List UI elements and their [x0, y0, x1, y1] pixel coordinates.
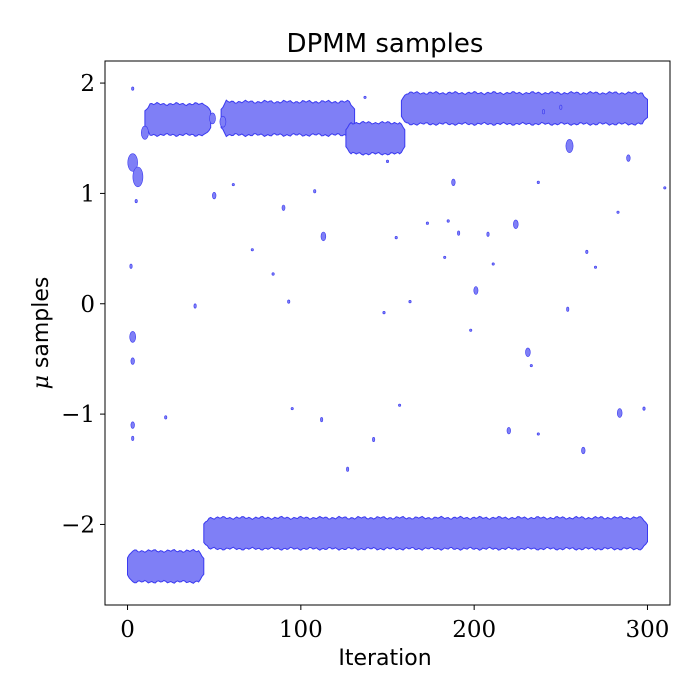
- sample-point: [559, 104, 563, 110]
- sample-point: [363, 95, 367, 99]
- sample-point: [408, 300, 412, 304]
- sample-point: [506, 427, 511, 435]
- sample-point: [129, 263, 133, 269]
- sample-point: [565, 139, 574, 153]
- sample-point: [663, 186, 667, 190]
- y-tick-label: 0: [80, 292, 95, 318]
- sample-point: [382, 311, 386, 315]
- sample-point: [385, 159, 389, 163]
- band-2: [144, 101, 212, 137]
- sample-point: [513, 219, 519, 230]
- y-axis-label: μ samples: [29, 277, 54, 390]
- sample-point: [486, 231, 490, 237]
- sample-point: [132, 166, 144, 188]
- x-tick-label: 300: [626, 617, 670, 643]
- sample-point: [451, 178, 456, 186]
- y-axis-label-symbol: μ: [29, 375, 54, 389]
- sample-point: [134, 199, 138, 204]
- sample-point: [642, 406, 646, 411]
- sample-point: [443, 255, 447, 259]
- sample-point: [469, 328, 473, 332]
- band-0: [127, 548, 205, 584]
- sample-point: [131, 86, 135, 91]
- x-ticks: 0 100 200 300: [120, 605, 669, 643]
- sample-point: [398, 403, 402, 407]
- sample-point: [287, 299, 291, 304]
- sample-point: [320, 231, 327, 242]
- y-tick-label: 1: [80, 181, 95, 207]
- y-axis-label-text: samples: [29, 277, 54, 375]
- y-tick-label: −1: [61, 402, 95, 428]
- sample-point: [219, 115, 227, 128]
- x-tick-label: 0: [120, 617, 135, 643]
- sample-point: [131, 435, 135, 441]
- sample-point: [140, 125, 149, 140]
- sample-point: [346, 466, 350, 472]
- band-4: [345, 120, 406, 156]
- sample-point: [626, 154, 631, 162]
- y-tick-label: −2: [61, 512, 95, 538]
- sample-point: [566, 306, 570, 312]
- sample-point: [193, 303, 197, 309]
- sample-point: [536, 432, 540, 436]
- plot-frame: [104, 60, 671, 606]
- bands-layer: [127, 91, 648, 584]
- sample-point: [130, 357, 135, 365]
- band-1: [203, 515, 648, 551]
- sample-point: [320, 417, 324, 423]
- sample-point: [585, 249, 589, 254]
- sample-point: [541, 109, 545, 115]
- sample-point: [164, 415, 168, 420]
- chart-title: DPMM samples: [287, 29, 484, 59]
- x-tick-label: 200: [452, 617, 496, 643]
- sample-point: [372, 436, 376, 442]
- sample-point: [212, 192, 217, 200]
- plot-area: [127, 86, 667, 584]
- sample-point: [394, 236, 398, 240]
- sample-point: [130, 421, 135, 429]
- sample-point: [425, 221, 429, 225]
- band-3: [220, 99, 356, 138]
- sample-point: [581, 446, 586, 455]
- sample-point: [536, 180, 540, 184]
- sample-point: [290, 407, 294, 411]
- sample-point: [127, 153, 138, 172]
- x-tick-label: 100: [279, 617, 323, 643]
- sample-point: [593, 265, 597, 269]
- band-5: [400, 91, 648, 126]
- sample-point: [250, 248, 254, 252]
- sample-point: [473, 286, 479, 295]
- sample-point: [313, 189, 317, 194]
- sample-point: [231, 183, 235, 187]
- sample-point: [529, 364, 533, 368]
- y-tick-label: 2: [80, 71, 95, 97]
- x-axis-label: Iteration: [338, 646, 431, 671]
- samples-layer: [127, 86, 667, 472]
- sample-point: [129, 331, 136, 343]
- sample-point: [271, 272, 275, 276]
- sample-point: [281, 204, 286, 211]
- sample-point: [616, 210, 620, 214]
- sample-point: [209, 112, 216, 125]
- sample-point: [446, 219, 450, 223]
- sample-point: [491, 262, 495, 266]
- sample-point: [616, 408, 623, 418]
- sample-point: [457, 230, 461, 236]
- sample-point: [525, 347, 531, 357]
- y-ticks: 2 1 0 −1 −2: [61, 71, 105, 538]
